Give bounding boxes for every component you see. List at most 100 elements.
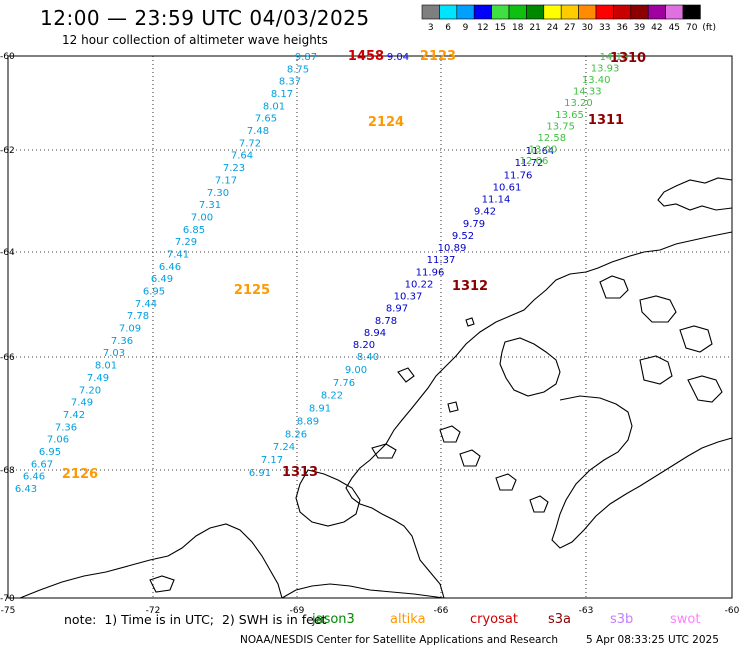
wave-height-value: 8.37 (279, 77, 301, 88)
map-title: 12:00 — 23:59 UTC 04/03/2025 (40, 6, 370, 30)
wave-height-value: 7.64 (231, 151, 253, 162)
longitude-tick-label: -75 (1, 606, 16, 616)
wave-height-value: 13.40 (582, 75, 611, 86)
wave-height-value: 7.65 (255, 114, 277, 125)
wave-height-value: 11.64 (526, 146, 555, 157)
satellite-s3a: s3a (548, 612, 572, 627)
wave-height-value: 6.46 (159, 262, 181, 273)
colorbar-tick-label: 45 (669, 23, 680, 33)
coastline-segment (19, 523, 283, 599)
wave-height-value: 11.96 (416, 267, 445, 278)
coastline-segment (465, 317, 475, 327)
longitude-tick-label: -66 (434, 606, 449, 616)
wave-height-value: 8.01 (95, 361, 117, 372)
generated-timestamp: 5 Apr 08:33:25 UTC 2025 (586, 634, 719, 646)
graticule (8, 56, 732, 598)
wave-height-value: 11.37 (427, 255, 456, 266)
wave-height-value: 6.95 (39, 447, 61, 458)
colorbar-tick-label: 36 (616, 23, 628, 33)
coastline-segment (639, 295, 677, 323)
pass-id-label: 2123 (420, 49, 456, 64)
coastline-segment (657, 177, 733, 211)
colorbar-tick-label: 33 (599, 23, 610, 33)
colorbar-swatch (595, 4, 614, 20)
colorbar-swatch (439, 4, 458, 20)
latitude-tick-label: -64 (0, 248, 15, 258)
wave-height-value: 8.01 (263, 101, 285, 112)
wave-height-value: 7.06 (47, 435, 69, 446)
wave-height-value: 9.42 (474, 207, 496, 218)
wave-height-value: 13.00 (529, 144, 558, 155)
wave-height-value: 7.17 (261, 455, 283, 466)
wave-height-value: 9.04 (387, 52, 409, 63)
colorbar-tick-label: 6 (445, 23, 451, 33)
wave-height-value: 6.91 (249, 468, 271, 479)
pass-id-label: 1310 (610, 51, 646, 66)
wave-height-value: 7.44 (135, 299, 157, 310)
colorbar-swatch (473, 4, 492, 20)
colorbar-tick-label: 42 (651, 23, 662, 33)
coastline-segment (459, 449, 481, 467)
colorbar-swatch (630, 4, 649, 20)
wave-height-value: 7.24 (273, 442, 295, 453)
wave-height-value: 10.61 (493, 182, 522, 193)
coastline-segment (371, 443, 397, 459)
colorbar-swatch (665, 4, 684, 20)
colorbar-tick-label: 24 (547, 23, 559, 33)
colorbar-swatch (682, 4, 701, 20)
satellite-jason3: jason3 (312, 612, 355, 627)
wave-height-tracks: 9.878.758.378.178.017.657.487.727.647.23… (15, 49, 646, 495)
satellite-altika: altika (390, 612, 426, 627)
colorbar-swatch (578, 4, 597, 20)
colorbar-swatch (421, 4, 440, 20)
colorbar-swatch (560, 4, 579, 20)
wave-height-value: 7.49 (87, 373, 109, 384)
colorbar-tick-label: 21 (529, 23, 540, 33)
wave-height-value: 6.95 (143, 287, 165, 298)
pass-id-label: 2124 (368, 115, 404, 130)
wave-height-value: 9.00 (345, 365, 367, 376)
wave-height-value: 12.58 (537, 133, 566, 144)
wave-height-value: 7.76 (333, 378, 355, 389)
wave-height-value: 13.75 (546, 121, 575, 132)
colorbar-tick-label: 12 (477, 23, 488, 33)
wave-height-value: 8.94 (364, 328, 386, 339)
wave-height-value: 10.22 (405, 279, 434, 290)
colorbar-tick-label: 18 (512, 23, 524, 33)
wave-height-value: 8.75 (287, 64, 309, 75)
wave-height-value: 6.46 (23, 472, 45, 483)
wave-height-value: 13.65 (555, 110, 584, 121)
wave-height-value: 6.43 (15, 484, 37, 495)
colorbar-unit: (ft) (702, 23, 716, 33)
wave-height-value: 7.30 (207, 188, 229, 199)
wave-height-value: 8.26 (285, 429, 307, 440)
coastline-segment (529, 495, 549, 513)
wave-height-value: 7.72 (239, 138, 261, 149)
wave-height-value: 8.17 (271, 89, 293, 100)
colorbar-swatch (508, 4, 527, 20)
wave-height-value: 13.93 (591, 64, 620, 75)
wave-height-value: 7.36 (55, 422, 77, 433)
wave-height-value: 6.67 (31, 459, 53, 470)
colorbar-tick-label: 15 (495, 23, 506, 33)
coastline-segment (639, 355, 673, 385)
wave-height-value: 9.52 (452, 231, 474, 242)
wave-height-value: 8.40 (357, 352, 379, 363)
coastline-segment (439, 425, 461, 443)
wave-height-value: 11.72 (515, 158, 544, 169)
colorbar-tick-label: 30 (582, 23, 594, 33)
latitude-tick-label: -62 (0, 146, 15, 156)
colorbar-tick-label: 39 (634, 23, 646, 33)
wave-height-value: 7.42 (63, 410, 85, 421)
colorbar-swatch (647, 4, 666, 20)
wave-height-value: 7.09 (119, 324, 141, 335)
colorbar: 3 6 9 12 15 18 21 24 27 30 33 36 39 42 45 70 (ft) (421, 4, 716, 33)
coastline-segment (599, 275, 629, 299)
wave-height-value: 9.79 (463, 219, 485, 230)
satellite-cryosat: cryosat (470, 612, 518, 627)
satellite-s3b: s3b (610, 612, 634, 627)
coastline-segment (447, 401, 459, 413)
colorbar-tick-label: 3 (428, 23, 434, 33)
wave-height-value: 11.14 (482, 195, 511, 206)
